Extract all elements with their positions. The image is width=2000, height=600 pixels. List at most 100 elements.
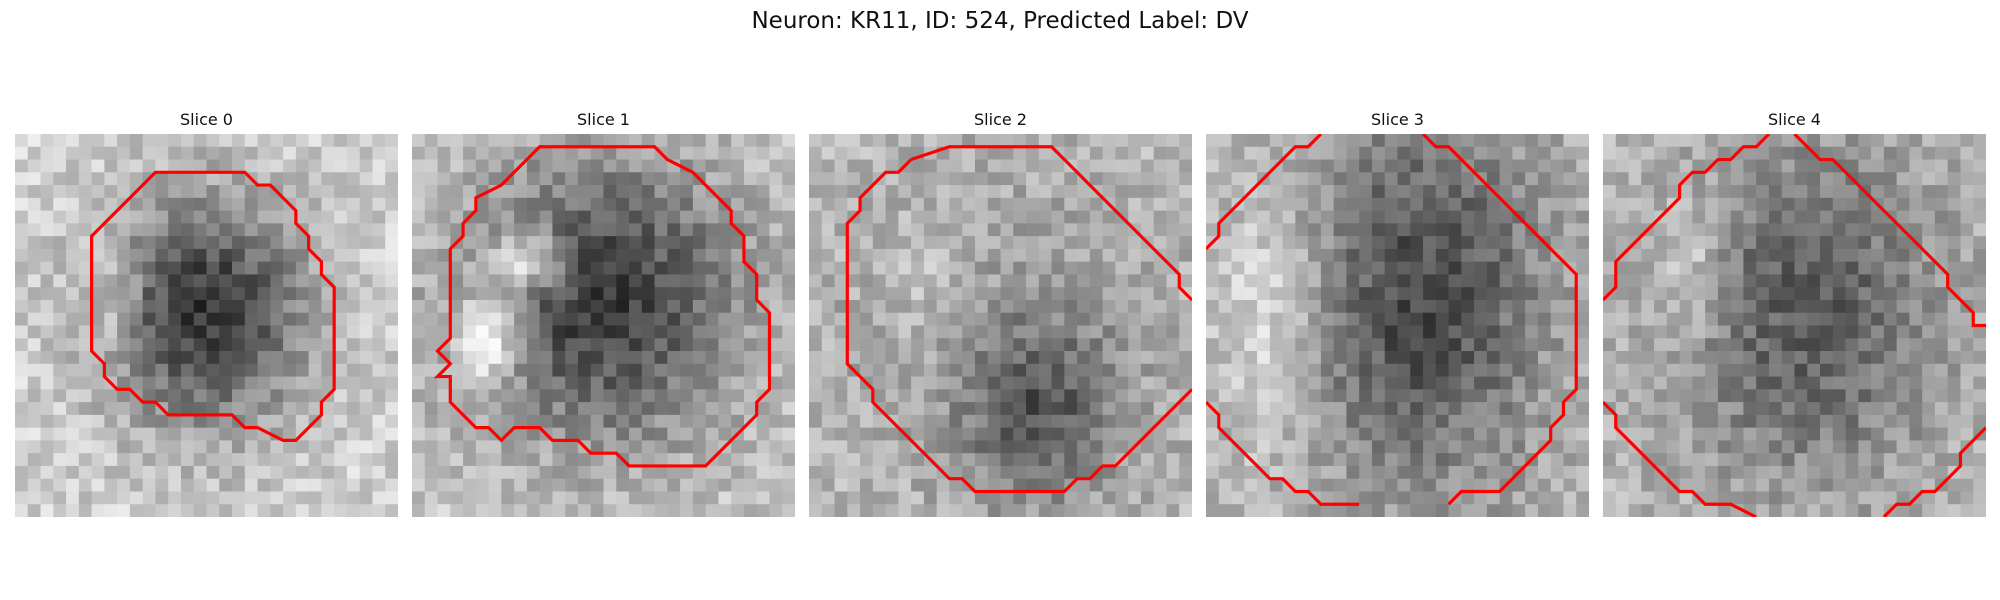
image-pixel <box>923 465 938 480</box>
image-pixel <box>1832 172 1846 186</box>
image-pixel <box>475 210 489 224</box>
image-pixel <box>321 414 335 429</box>
image-pixel <box>295 248 310 263</box>
image-pixel <box>1615 402 1629 416</box>
image-pixel <box>949 402 963 416</box>
image-pixel <box>821 248 835 263</box>
image-pixel <box>1013 210 1027 224</box>
image-pixel <box>1140 210 1155 224</box>
image-pixel <box>1563 325 1577 339</box>
image-pixel <box>821 465 835 480</box>
image-pixel <box>232 134 246 148</box>
image-pixel <box>1603 325 1617 339</box>
image-pixel <box>40 261 54 275</box>
image-pixel <box>654 338 668 352</box>
image-pixel <box>321 146 335 160</box>
image-pixel <box>949 197 963 211</box>
image-pixel <box>308 465 322 480</box>
image-pixel <box>1153 274 1167 288</box>
image-pixel <box>1218 351 1232 365</box>
image-pixel <box>155 248 169 263</box>
image-pixel <box>911 261 925 275</box>
image-pixel <box>526 287 541 301</box>
image-pixel <box>91 414 105 429</box>
image-pixel <box>962 453 976 467</box>
image-pixel <box>1512 453 1526 467</box>
image-pixel <box>321 159 335 173</box>
image-pixel <box>885 261 899 275</box>
image-pixel <box>308 338 322 352</box>
image-pixel <box>372 210 386 224</box>
image-pixel <box>539 299 553 314</box>
image-pixel <box>1768 338 1783 352</box>
image-pixel <box>1295 414 1309 429</box>
image-pixel <box>718 414 732 429</box>
image-pixel <box>501 223 515 237</box>
image-pixel <box>1537 465 1552 480</box>
image-pixel <box>885 287 899 301</box>
image-pixel <box>1922 338 1936 352</box>
image-pixel <box>1486 465 1501 480</box>
image-pixel <box>769 210 783 224</box>
image-pixel <box>1845 287 1859 301</box>
image-pixel <box>1410 440 1424 454</box>
image-pixel <box>372 351 386 365</box>
image-pixel <box>1423 351 1437 365</box>
image-pixel <box>1461 453 1475 467</box>
image-pixel <box>53 312 67 326</box>
image-pixel <box>1153 338 1167 352</box>
image-pixel <box>1206 478 1220 492</box>
image-pixel <box>270 236 284 250</box>
image-pixel <box>1384 312 1398 326</box>
image-pixel <box>346 146 361 160</box>
image-pixel <box>577 465 592 480</box>
image-pixel <box>27 325 41 339</box>
image-pixel <box>1371 465 1386 480</box>
image-pixel <box>1922 159 1936 173</box>
image-pixel <box>949 414 963 429</box>
image-pixel <box>475 376 489 390</box>
image-pixel <box>142 197 156 211</box>
image-pixel <box>1153 236 1167 250</box>
image-pixel <box>1807 453 1821 467</box>
image-pixel <box>1308 287 1322 301</box>
image-pixel <box>756 134 770 148</box>
image-pixel <box>1486 210 1501 224</box>
image-pixel <box>475 236 489 250</box>
image-pixel <box>1512 504 1526 517</box>
image-pixel <box>40 478 54 492</box>
image-pixel <box>1717 402 1732 416</box>
image-pixel <box>283 210 297 224</box>
image-pixel <box>1909 338 1923 352</box>
image-pixel <box>270 465 284 480</box>
image-pixel <box>911 402 925 416</box>
image-pixel <box>1654 287 1668 301</box>
image-pixel <box>1013 287 1027 301</box>
image-pixel <box>1512 146 1526 160</box>
image-pixel <box>847 389 861 403</box>
image-pixel <box>1128 478 1142 492</box>
image-pixel <box>1550 210 1564 224</box>
image-pixel <box>1013 338 1027 352</box>
image-pixel <box>743 325 758 339</box>
image-pixel <box>1206 248 1220 263</box>
image-pixel <box>1845 427 1859 441</box>
image-pixel <box>1537 299 1552 314</box>
image-pixel <box>1807 325 1821 339</box>
image-pixel <box>654 453 668 467</box>
image-pixel <box>15 414 29 429</box>
image-pixel <box>1282 427 1296 441</box>
image-pixel <box>514 351 528 365</box>
image-pixel <box>923 197 938 211</box>
image-pixel <box>168 338 182 352</box>
image-pixel <box>180 261 195 275</box>
image-pixel <box>1231 172 1245 186</box>
image-pixel <box>117 453 131 467</box>
image-pixel <box>1692 465 1706 480</box>
image-pixel <box>1089 504 1104 517</box>
image-pixel <box>987 491 1001 505</box>
image-pixel <box>974 274 989 288</box>
image-pixel <box>847 414 861 429</box>
image-pixel <box>1244 402 1258 416</box>
image-pixel <box>1820 248 1834 263</box>
